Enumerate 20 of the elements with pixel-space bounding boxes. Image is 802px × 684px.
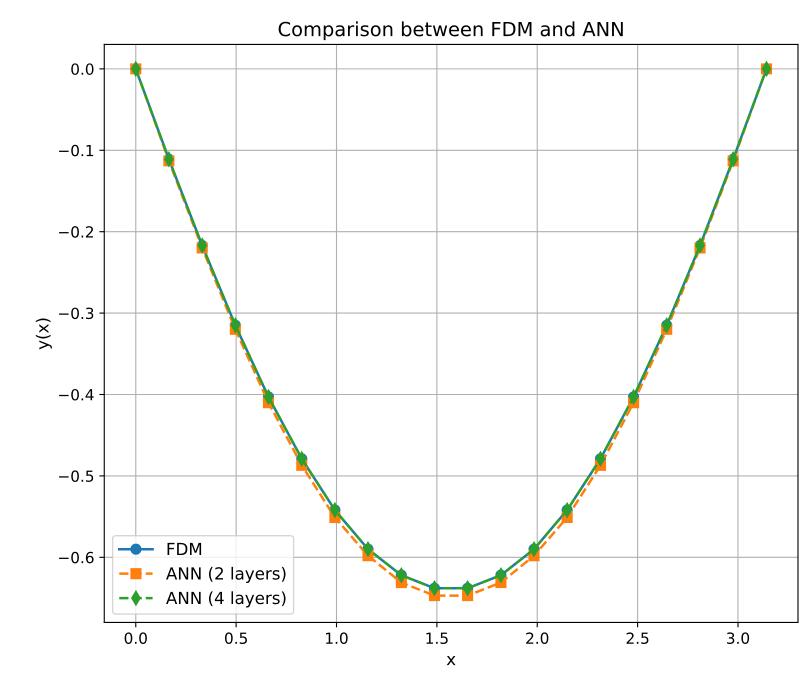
legend-label: ANN (2 layers): [166, 566, 286, 583]
chart-title: Comparison between FDM and ANN: [278, 21, 623, 40]
x-tick-label: 1.0: [326, 632, 348, 644]
y-tick-label: −0.3: [59, 308, 94, 320]
x-axis-title: x: [446, 656, 456, 666]
legend-label: FDM: [168, 542, 202, 556]
x-tick-label: 0.0: [124, 632, 147, 644]
legend-label: ANN (4 layers): [166, 591, 286, 608]
y-tick-label: −0.6: [59, 552, 94, 564]
y-tick-label: −0.2: [59, 226, 94, 238]
x-tick-label: 1.5: [426, 632, 448, 644]
x-tick-label: 3.0: [726, 632, 750, 644]
y-tick-label: 0.0: [71, 63, 94, 75]
y-axis-title: y(x): [36, 318, 52, 350]
x-tick-label: 0.5: [225, 632, 247, 644]
x-tick-label: 2.5: [626, 632, 648, 644]
x-tick-label: 2.0: [526, 632, 548, 644]
y-tick-label: −0.4: [59, 388, 94, 401]
y-tick-label: −0.5: [59, 470, 94, 482]
y-tick-label: −0.1: [59, 144, 94, 156]
